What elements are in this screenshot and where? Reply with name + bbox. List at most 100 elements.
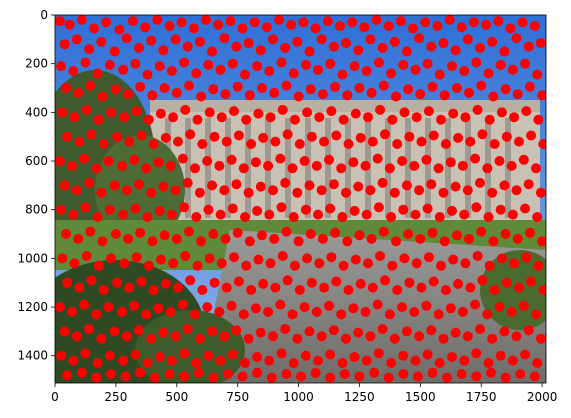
scatter-point <box>314 112 325 123</box>
scatter-point <box>179 202 190 213</box>
scatter-point <box>483 68 494 79</box>
scatter-point <box>185 129 196 140</box>
scatter-point <box>92 212 103 222</box>
scatter-point <box>71 331 82 342</box>
scatter-point <box>270 282 281 293</box>
scatter-point <box>261 22 272 33</box>
scatter-point <box>494 302 505 313</box>
scatter-point <box>330 81 341 92</box>
scatter-point <box>457 306 468 317</box>
x-tick-label: 1000 <box>283 390 314 404</box>
x-tick-label: 1750 <box>466 390 497 404</box>
scatter-point <box>220 233 231 244</box>
scatter-point <box>179 371 190 382</box>
scatter-point <box>535 187 546 198</box>
scatter-point <box>384 163 395 174</box>
scatter-point <box>331 276 342 287</box>
scatter-point <box>412 371 423 382</box>
scatter-point <box>257 230 267 241</box>
scatter-point <box>258 132 269 143</box>
scatter-point <box>383 21 394 31</box>
scatter-point <box>158 181 169 192</box>
scatter-point <box>81 104 92 115</box>
scatter-point <box>471 202 482 213</box>
scatter-point <box>142 69 153 80</box>
scatter-point <box>253 108 264 119</box>
scatter-point <box>426 325 437 336</box>
scatter-point <box>112 131 123 142</box>
scatter-point <box>86 129 97 140</box>
scatter-point <box>338 260 349 271</box>
scatter-point <box>276 348 287 359</box>
scatter-point <box>159 230 170 241</box>
scatter-point <box>296 371 306 382</box>
scatter-point <box>117 160 127 171</box>
scatter-point <box>372 153 383 164</box>
scatter-point <box>215 355 226 366</box>
scatter-point <box>142 358 153 368</box>
scatter-point <box>532 69 543 80</box>
scatter-point <box>433 163 444 174</box>
scatter-point <box>415 89 426 100</box>
scatter-point <box>219 33 230 44</box>
scatter-point <box>499 46 510 57</box>
x-axis: 0 250 500 750 1000 1250 1500 1750 2000 <box>51 383 557 404</box>
scatter-point <box>355 278 366 289</box>
scatter-point <box>268 185 278 196</box>
scatter-point <box>124 136 135 147</box>
scatter-point <box>401 46 412 57</box>
scatter-point <box>447 61 457 72</box>
scatter-point <box>411 258 422 269</box>
scatter-point <box>365 185 376 196</box>
scatter-point <box>440 139 451 149</box>
scatter-point <box>529 21 540 31</box>
scatter-point <box>61 229 71 239</box>
scatter-point <box>383 372 394 383</box>
x-tick-label: 1500 <box>405 390 436 404</box>
scatter-point <box>487 333 498 344</box>
scatter-point <box>281 369 292 379</box>
scatter-point <box>118 355 129 366</box>
scatter-point <box>392 139 403 149</box>
scatter-point <box>147 90 158 101</box>
scatter-point <box>531 309 541 320</box>
scatter-point <box>373 202 384 213</box>
scatter-point <box>240 69 250 80</box>
scatter-point <box>121 33 132 44</box>
scatter-point <box>438 187 449 198</box>
scatter-point <box>180 251 191 261</box>
scatter-point <box>415 233 426 244</box>
scatter-point <box>326 252 337 263</box>
scatter-point <box>255 45 266 56</box>
scatter-point <box>109 46 120 57</box>
scatter-point <box>507 64 518 75</box>
scatter-point <box>106 107 116 118</box>
scatter-point <box>398 369 409 379</box>
scatter-point <box>302 253 313 264</box>
scatter-point <box>173 282 183 293</box>
scatter-point <box>325 203 336 214</box>
scatter-point <box>204 253 215 264</box>
scatter-point <box>264 66 275 76</box>
scatter-point <box>227 58 238 69</box>
scatter-point <box>171 87 182 98</box>
scatter-point <box>509 112 520 123</box>
scatter-point <box>361 66 372 76</box>
scatter-point <box>477 129 488 140</box>
scatter-point <box>499 180 510 191</box>
scatter-point <box>76 15 87 25</box>
scatter-point <box>325 349 336 360</box>
scatter-point <box>264 355 275 366</box>
scatter-point <box>244 90 255 101</box>
scatter-point <box>483 212 494 222</box>
scatter-point <box>486 367 496 378</box>
scatter-point <box>121 331 132 342</box>
scatter-point <box>84 44 95 55</box>
x-tick-label: 250 <box>104 390 127 404</box>
scatter-point <box>387 114 398 125</box>
y-axis: 0 200 400 600 800 1000 1200 1400 <box>17 8 55 363</box>
y-tick-label: 1200 <box>17 300 48 314</box>
scatter-point <box>252 205 263 216</box>
scatter-point <box>185 275 196 286</box>
scatter-point <box>154 352 165 362</box>
